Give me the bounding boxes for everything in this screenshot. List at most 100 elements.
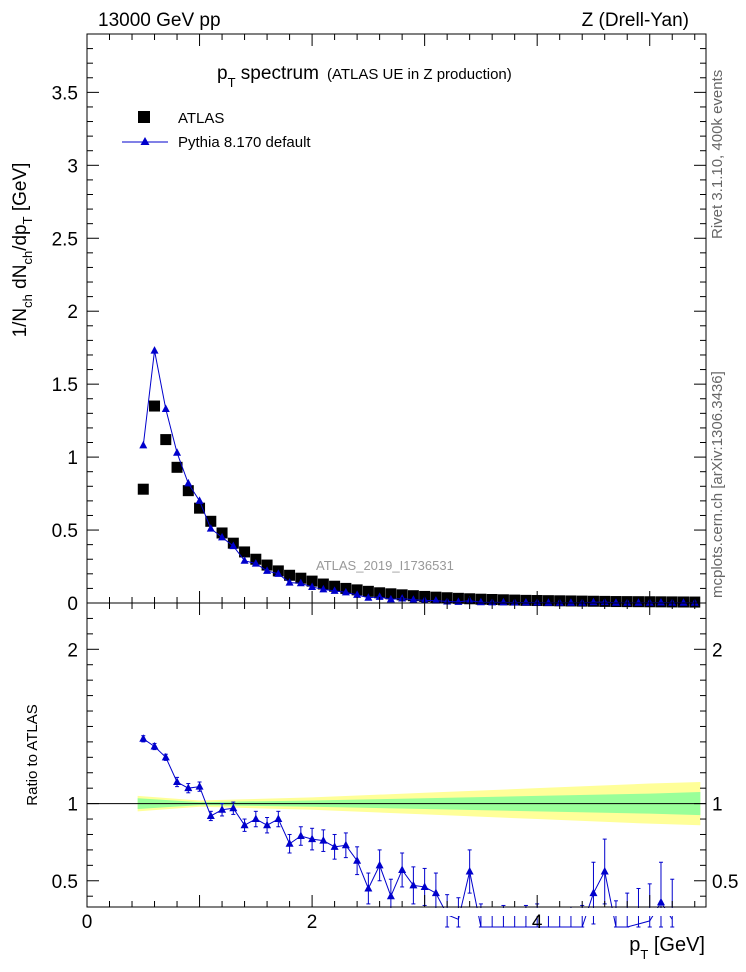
pythia-point	[173, 448, 182, 456]
ratio-point	[173, 777, 182, 786]
pythia-point	[330, 586, 339, 594]
pythia-point	[341, 587, 350, 596]
pythia-point	[353, 590, 362, 598]
ratio-point	[206, 811, 215, 819]
ratio-point	[420, 882, 429, 890]
atlas-point	[329, 580, 341, 592]
xlabel: pT [GeV]	[629, 934, 705, 962]
mcplots-label: mcplots.cern.ch [arXiv:1306.3436]	[709, 371, 726, 598]
ratio-point	[330, 842, 339, 850]
ratio-point	[251, 814, 260, 823]
ratio-plot-frame	[86, 602, 707, 908]
pythia-point	[308, 582, 317, 590]
pythia-point	[251, 559, 260, 567]
atlas-point	[284, 569, 296, 581]
ratio-point	[353, 856, 362, 864]
ratio-point	[240, 820, 249, 829]
ratio-point	[184, 783, 193, 792]
ratio-point	[409, 880, 418, 889]
ratio-point	[386, 891, 395, 900]
pythia-point	[386, 594, 395, 603]
ratio-point	[431, 888, 440, 897]
pythia-point	[679, 598, 688, 606]
atlas-point	[295, 572, 307, 584]
ratio-point	[218, 805, 227, 813]
header-left: 13000 GeV pp	[98, 10, 221, 31]
pythia-point	[218, 532, 227, 541]
pythia-point	[521, 598, 530, 606]
pythia-point	[364, 593, 373, 601]
pythia-point	[206, 524, 215, 532]
pythia-point	[296, 578, 305, 587]
pythia-point	[263, 566, 272, 574]
pythia-point	[499, 597, 508, 606]
main-title: pT spectrum (ATLAS UE in Z production)	[217, 63, 512, 90]
atlas-point	[194, 502, 206, 514]
main-ytick-label: 0.5	[52, 521, 78, 542]
ratio-point	[375, 860, 384, 869]
legend-pythia-marker	[140, 137, 150, 145]
pythia-point	[611, 598, 620, 606]
main-ylabel: 1/Nch dNch/dpT [GeV]	[10, 163, 35, 338]
pythia-point	[240, 556, 249, 564]
pythia-point	[229, 541, 238, 550]
ratio-ytick-label-right: 2	[712, 640, 723, 661]
ratio-uncertainty-band	[87, 782, 706, 826]
ratio-point	[589, 888, 598, 897]
atlas-point	[149, 400, 161, 412]
ratio-point	[319, 836, 328, 844]
pythia-point	[195, 496, 204, 504]
pythia-point	[409, 595, 418, 603]
main-ytick-label: 3.5	[52, 83, 78, 104]
ratio-point	[150, 742, 159, 750]
ratio-point	[308, 834, 317, 843]
ratio-clip-mask	[0, 908, 746, 916]
pythia-point	[656, 598, 665, 606]
atlas-point	[385, 588, 397, 600]
ratio-ytick-label: 2	[67, 640, 78, 661]
ratio-point	[465, 867, 474, 875]
atlas-point	[317, 578, 329, 590]
pythia-point	[634, 598, 643, 606]
ratio-xtick-label: 2	[307, 912, 318, 933]
ratio-point	[274, 814, 283, 823]
main-ytick-label: 2	[67, 302, 78, 323]
ratio-xtick-label: 0	[82, 912, 93, 933]
ratio-ytick-label: 0.5	[52, 872, 78, 893]
atlas-point	[205, 515, 217, 527]
analysis-label: ATLAS_2019_I1736531	[316, 558, 454, 573]
atlas-point	[239, 546, 251, 558]
ratio-ytick-label: 1	[67, 795, 78, 816]
ratio-point	[195, 782, 204, 790]
atlas-point	[362, 585, 374, 597]
ratio-ylabel: Ratio to ATLAS	[24, 704, 41, 805]
pythia-point	[544, 598, 553, 606]
ratio-point	[285, 839, 294, 847]
legend-atlas-label: ATLAS	[178, 110, 224, 127]
ratio-point	[263, 820, 272, 829]
ratio-point	[296, 831, 305, 840]
pythia-point	[431, 596, 440, 604]
atlas-point	[137, 483, 149, 495]
header-right: Z (Drell-Yan)	[582, 10, 689, 31]
atlas-point	[182, 485, 194, 497]
pythia-point	[274, 569, 283, 577]
atlas-point	[160, 434, 172, 446]
legend-atlas-marker	[138, 111, 150, 123]
atlas-point	[306, 575, 318, 587]
pythia-point	[566, 598, 575, 606]
ratio-point	[139, 734, 148, 742]
atlas-point	[261, 559, 273, 571]
main-ytick-label: 1.5	[52, 375, 78, 396]
atlas-point	[171, 461, 183, 473]
rivet-label: Rivet 3.1.10, 400k events	[709, 70, 726, 239]
ratio-plot-marks	[0, 734, 746, 928]
pythia-point	[150, 346, 159, 354]
ratio-point	[398, 865, 407, 873]
ratio-ytick-label-right: 0.5	[712, 872, 738, 893]
ratio-point	[161, 752, 170, 761]
atlas-point	[351, 584, 363, 596]
main-ytick-label: 1	[67, 448, 78, 469]
pythia-point	[319, 584, 328, 593]
